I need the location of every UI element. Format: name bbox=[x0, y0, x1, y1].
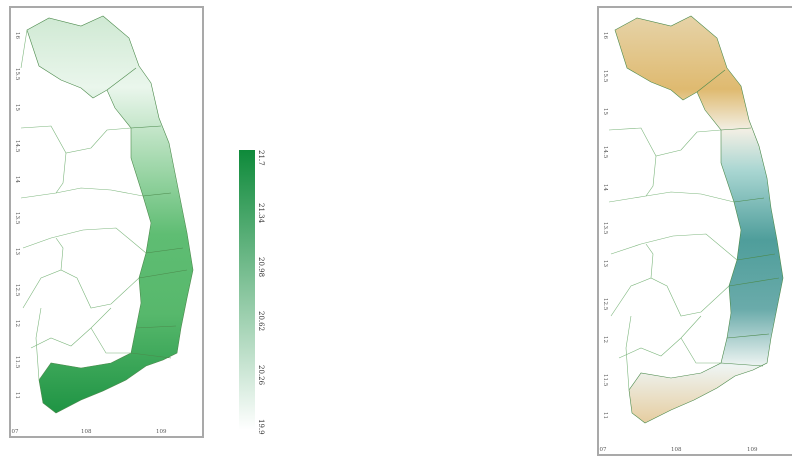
left-lat-tick: 13 bbox=[14, 248, 20, 255]
right-lat-tick: 14 bbox=[602, 184, 608, 191]
colorbar-gradient bbox=[239, 150, 255, 430]
right-lon-ticks: 107 108 109 bbox=[599, 447, 758, 453]
right-lat-tick: 16 bbox=[602, 32, 608, 39]
colorbar-label: 21.34 bbox=[257, 203, 265, 224]
colorbar-label: 20.26 bbox=[257, 365, 265, 386]
right-lat-tick: 12.5 bbox=[602, 298, 608, 311]
left-lat-tick: 16 bbox=[14, 32, 20, 39]
left-lat-ticks: 16 15.5 15 14.5 14 13.5 13 12.5 12 11.5 … bbox=[14, 32, 20, 399]
right-map-svg: 16 15.5 15 14.5 14 13.5 13 12.5 12 11.5 … bbox=[599, 15, 784, 453]
colorbar-label: 21.7 bbox=[257, 150, 265, 166]
left-lat-tick: 14 bbox=[14, 176, 20, 183]
left-lon-tick: 107 bbox=[11, 429, 19, 435]
left-map-svg: 16 15.5 15 14.5 14 13.5 13 12.5 12 11.5 … bbox=[11, 15, 194, 435]
right-lat-ticks: 16 15.5 15 14.5 14 13.5 13 12.5 12 11.5 … bbox=[602, 32, 608, 419]
left-lat-tick: 15.5 bbox=[14, 68, 20, 81]
right-lat-tick: 13 bbox=[602, 260, 608, 267]
colorbar-label: 19.9 bbox=[257, 419, 265, 435]
colorbar-label: 20.98 bbox=[257, 257, 265, 277]
right-lat-tick: 13.5 bbox=[602, 222, 608, 235]
right-lat-tick: 15 bbox=[602, 108, 608, 115]
coastal-anomaly-fill bbox=[614, 15, 784, 424]
left-lon-tick: 108 bbox=[81, 429, 92, 435]
colorbar-label: 20.62 bbox=[257, 311, 265, 331]
left-map-panel: 16 15.5 15 14.5 14 13.5 13 12.5 12 11.5 … bbox=[9, 6, 204, 438]
left-lat-tick: 11.5 bbox=[14, 356, 20, 369]
interior-borders bbox=[20, 29, 147, 381]
right-lon-tick: 108 bbox=[671, 447, 682, 453]
left-lon-tick: 109 bbox=[156, 429, 167, 435]
right-lon-tick: 107 bbox=[599, 447, 607, 453]
right-lat-tick: 14.5 bbox=[602, 146, 608, 159]
right-lon-tick: 109 bbox=[747, 447, 758, 453]
left-lat-tick: 12.5 bbox=[14, 284, 20, 297]
right-lat-tick: 11 bbox=[602, 412, 608, 419]
right-lat-tick: 11.5 bbox=[602, 374, 608, 387]
colorbar: 21.7 21.34 20.98 20.62 20.26 19.9 bbox=[239, 150, 265, 435]
right-map-panel: 16 15.5 15 14.5 14 13.5 13 12.5 12 11.5 … bbox=[597, 6, 792, 456]
right-lat-tick: 12 bbox=[602, 336, 608, 343]
left-lon-ticks: 107 108 109 bbox=[11, 429, 167, 435]
coastal-region-fill bbox=[26, 15, 194, 414]
right-interior-borders bbox=[608, 127, 738, 391]
left-lat-tick: 11 bbox=[14, 392, 20, 399]
left-lat-tick: 13.5 bbox=[14, 212, 20, 225]
left-lat-tick: 14.5 bbox=[14, 140, 20, 153]
province-borders bbox=[106, 67, 188, 359]
right-province-borders bbox=[696, 69, 780, 367]
left-lat-tick: 12 bbox=[14, 320, 20, 327]
left-lat-tick: 15 bbox=[14, 104, 20, 111]
right-lat-tick: 15.5 bbox=[602, 70, 608, 83]
